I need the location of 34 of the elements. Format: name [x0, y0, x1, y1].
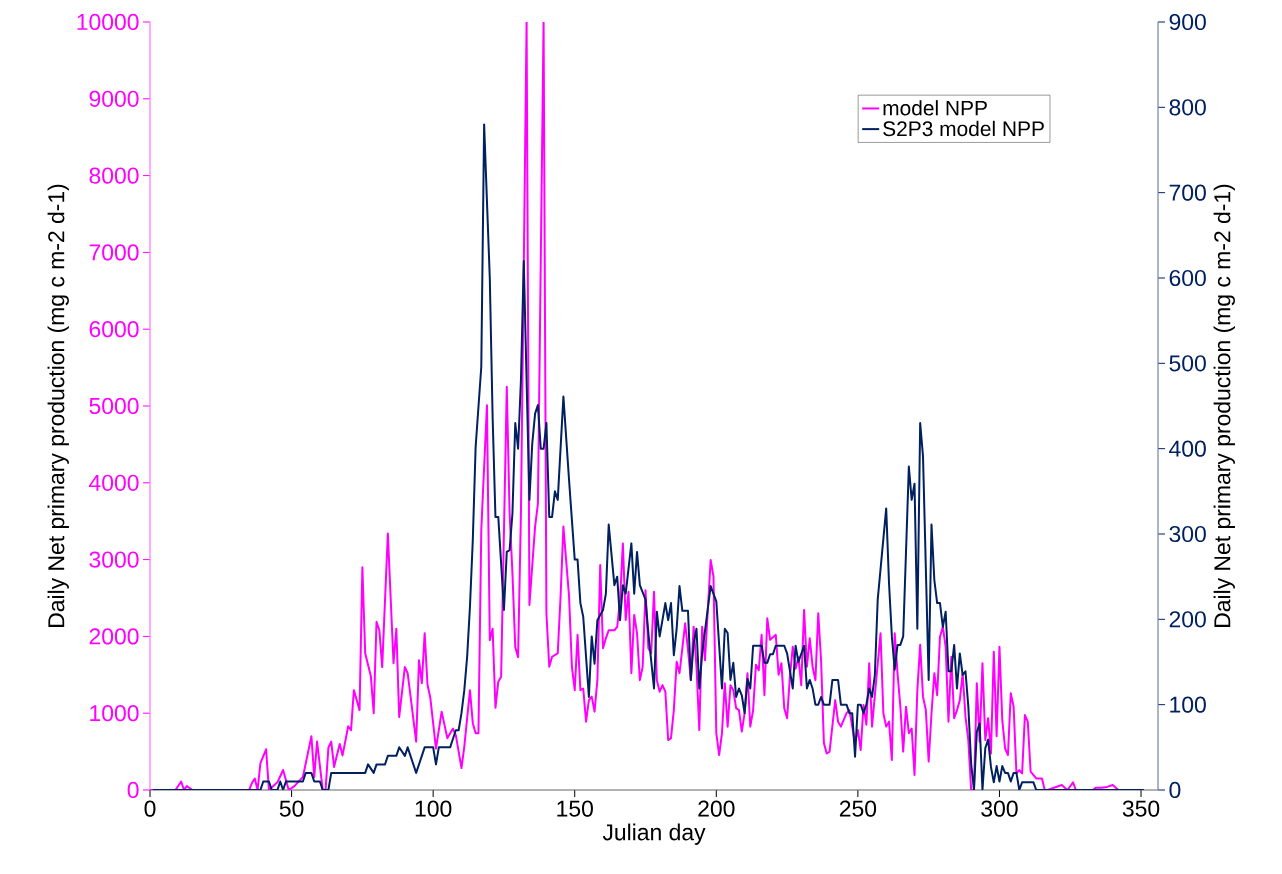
- y-axis-title: Daily Net primary production (mg c m-2 d-1): [47, 184, 69, 627]
- x-tick-label: 300: [981, 800, 1018, 817]
- y-tick-label: 9000: [89, 90, 139, 107]
- y2-tick-label: 0: [1169, 781, 1181, 799]
- y2-tick-label: 900: [1169, 13, 1206, 31]
- x-tick-label: 200: [698, 800, 735, 817]
- y-tick-label: 6000: [89, 321, 139, 338]
- legend-label: model NPP: [883, 100, 987, 116]
- y-tick-label: 4000: [89, 474, 139, 491]
- y2-axis-title: Daily Net primary production (mg c m-2 d-1): [1213, 184, 1235, 627]
- y2-tick-label: 600: [1169, 269, 1206, 287]
- legend-label: S2P3 model NPP: [883, 120, 1044, 137]
- y2-tick-label: 800: [1169, 99, 1206, 116]
- y-tick-label: 2000: [89, 628, 139, 645]
- y-tick-label: 10000: [77, 13, 139, 31]
- y2-tick-label: 200: [1169, 611, 1206, 628]
- y-tick-label: 8000: [89, 167, 139, 184]
- y2-tick-label: 300: [1169, 525, 1206, 543]
- x-tick-label: 0: [144, 800, 156, 817]
- y2-tick-label: 400: [1169, 440, 1206, 457]
- x-axis-title: Julian day: [602, 823, 706, 845]
- y-tick-label: 5000: [89, 397, 139, 415]
- x-tick-label: 50: [279, 800, 304, 817]
- x-tick-label: 150: [557, 800, 593, 817]
- y-tick-label: 1000: [90, 705, 139, 722]
- x-tick-label: 350: [1122, 800, 1160, 817]
- y2-tick-label: 700: [1169, 184, 1206, 201]
- x-tick-label: 250: [839, 800, 877, 817]
- y2-tick-label: 500: [1169, 355, 1206, 372]
- x-tick-label: 100: [415, 800, 452, 817]
- y-tick-label: 3000: [89, 551, 139, 568]
- y-tick-label: 7000: [89, 244, 139, 261]
- y-tick-label: 0: [127, 781, 139, 799]
- y2-tick-label: 100: [1170, 696, 1206, 713]
